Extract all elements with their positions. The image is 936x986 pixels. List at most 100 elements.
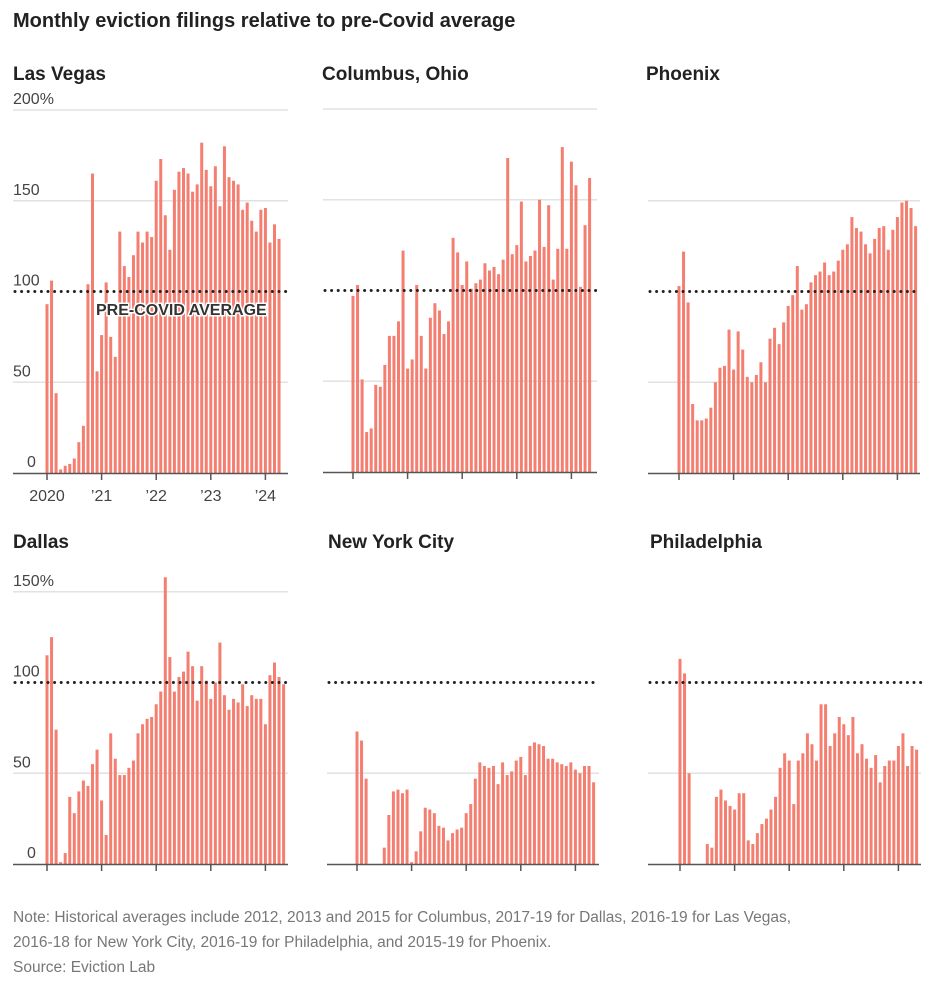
bar [50, 637, 54, 864]
x-tick-label: ’23 [200, 488, 221, 505]
bar [846, 735, 850, 864]
bar [865, 758, 869, 864]
bar [542, 746, 546, 864]
bar [59, 469, 63, 473]
bar [583, 765, 586, 864]
bar [268, 675, 272, 864]
bar [95, 371, 99, 473]
bar [455, 829, 459, 864]
bar [446, 840, 450, 864]
bar [456, 252, 460, 472]
bar [791, 295, 795, 473]
bar [191, 666, 195, 864]
bar [768, 338, 772, 473]
bar [533, 250, 537, 472]
bar [383, 364, 387, 472]
bar [209, 186, 213, 474]
bar [254, 698, 258, 864]
bar [800, 309, 804, 473]
bar [678, 658, 682, 864]
bar [782, 322, 786, 473]
bar [909, 208, 913, 473]
bar [245, 706, 249, 864]
bar [282, 684, 286, 864]
bar [72, 458, 76, 473]
bar [704, 418, 708, 473]
bar [700, 420, 704, 473]
bar [478, 762, 482, 864]
bar [469, 288, 473, 472]
bar [437, 310, 441, 472]
bar [523, 775, 527, 864]
bar [433, 303, 437, 472]
bar [565, 248, 569, 472]
bar [804, 304, 808, 473]
bar [410, 862, 414, 864]
bar [415, 285, 419, 472]
bar [551, 758, 555, 864]
bar [877, 227, 881, 473]
bar [54, 729, 58, 864]
bar [746, 840, 750, 864]
bar [91, 764, 94, 864]
bar [387, 814, 391, 864]
y-tick-label: 150% [13, 573, 54, 590]
bar [687, 773, 691, 864]
note-line: 2016-18 for New York City, 2016-19 for P… [13, 934, 551, 951]
bar [573, 769, 577, 864]
bar [787, 760, 791, 864]
bar [854, 227, 858, 473]
bar [823, 262, 827, 473]
bar [50, 280, 54, 473]
bar [236, 702, 240, 864]
bar [824, 704, 828, 864]
bar [837, 716, 841, 864]
bar [54, 393, 58, 473]
bar [718, 367, 722, 473]
bar [469, 804, 473, 864]
bar [81, 780, 85, 864]
bar [801, 753, 805, 864]
bar [828, 746, 832, 864]
bar [905, 200, 908, 473]
bar [172, 691, 176, 864]
bar [859, 231, 863, 473]
bar [705, 844, 709, 864]
bar [195, 184, 199, 474]
y-tick-label: 0 [27, 454, 36, 471]
bar [77, 791, 81, 864]
bar [482, 765, 486, 864]
bar [528, 746, 532, 864]
panel-columbus: Columbus, Ohio [322, 64, 599, 479]
bar [538, 199, 542, 472]
bar [686, 302, 690, 473]
bar [172, 189, 176, 474]
bar [528, 256, 532, 472]
bar [414, 851, 418, 864]
bar [428, 317, 432, 472]
bar [492, 765, 495, 864]
bar [592, 782, 596, 864]
bar [460, 285, 464, 472]
bar [127, 767, 131, 864]
bar [764, 818, 768, 864]
panel-las-vegas: Las Vegas 0 50 100 150 200% 2020 ’21 ’22 ’23 ’24 [13, 64, 290, 505]
bar [241, 684, 245, 864]
bar [104, 282, 108, 473]
bar [391, 791, 395, 864]
panel-title: Phoenix [646, 64, 720, 85]
bar [150, 237, 154, 473]
bar [68, 463, 72, 473]
bar [695, 420, 699, 473]
bar [691, 404, 695, 473]
bar [836, 260, 840, 473]
bar [63, 853, 67, 864]
bar [677, 286, 681, 473]
bar [763, 382, 767, 473]
panel-dallas: Dallas 0 50 100 150% [13, 532, 290, 871]
y-tick-label: 50 [13, 754, 31, 771]
bar [159, 691, 163, 864]
bar [845, 244, 849, 473]
bar [213, 682, 217, 864]
bar [218, 206, 222, 473]
